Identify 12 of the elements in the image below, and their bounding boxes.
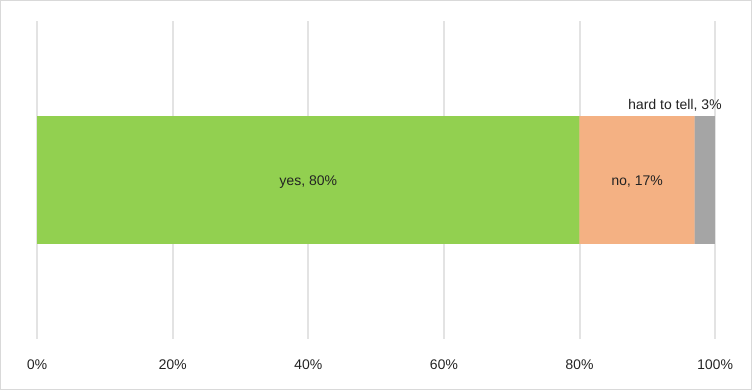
x-tick-label: 0% xyxy=(26,356,48,372)
bar xyxy=(579,116,695,244)
x-tick-label: 60% xyxy=(430,356,458,372)
data-label: no, 17% xyxy=(611,172,663,188)
data-label: yes, 80% xyxy=(279,172,337,188)
x-tick-label: 20% xyxy=(158,356,187,372)
x-tick-label: 40% xyxy=(294,356,322,372)
x-tick-label: 100% xyxy=(697,356,733,372)
x-tick-label: 80% xyxy=(565,356,594,372)
data-label: hard to tell, 3% xyxy=(628,96,722,112)
bar xyxy=(694,116,715,244)
bar xyxy=(37,116,580,244)
